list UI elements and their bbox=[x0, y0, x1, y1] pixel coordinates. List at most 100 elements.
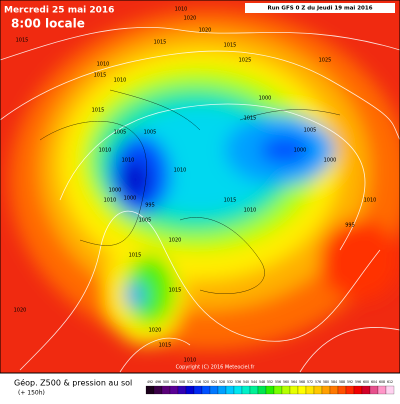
map-field bbox=[0, 0, 400, 373]
copyright: Copyright (C) 2016 Meteociel.fr bbox=[176, 365, 256, 371]
colorbar-swatch bbox=[361, 385, 371, 395]
colorbar-swatch bbox=[321, 385, 331, 395]
isobar-label: 1005 bbox=[114, 130, 127, 136]
colorbar-tick-label: 568 bbox=[299, 380, 305, 384]
isobar-label: 1005 bbox=[144, 130, 157, 136]
isobar-label: 1010 bbox=[174, 168, 187, 174]
colorbar-tick-label: 580 bbox=[323, 380, 329, 384]
run-info: Run GFS 0 Z du Jeudi 19 mai 2016 bbox=[267, 6, 372, 12]
colorbar-tick-label: 560 bbox=[283, 380, 289, 384]
isobar-label: 1015 bbox=[244, 116, 257, 122]
colorbar-swatch bbox=[265, 385, 275, 395]
colorbar-swatch bbox=[217, 385, 227, 395]
valid-time: 8:00 locale bbox=[11, 17, 85, 31]
colorbar-swatch bbox=[313, 385, 323, 395]
colorbar-swatch bbox=[233, 385, 243, 395]
isobar-label: 1015 bbox=[159, 343, 172, 349]
isobar-label: 1025 bbox=[239, 58, 252, 64]
colorbar-tick-label: 604 bbox=[371, 380, 377, 384]
colorbar-swatch bbox=[185, 385, 195, 395]
isobar-label: 1015 bbox=[92, 108, 105, 114]
colorbar-tick-label: 532 bbox=[227, 380, 233, 384]
isobar-label: 1000 bbox=[109, 188, 122, 194]
colorbar-swatch bbox=[201, 385, 211, 395]
colorbar-swatch bbox=[305, 385, 315, 395]
isobar-labels: 1010 1020 1015 1010 1015 1010 1020 1015 1015 1010… bbox=[14, 7, 377, 364]
isobar-label: 1010 bbox=[244, 208, 257, 214]
colorbar-tick-label: 548 bbox=[259, 380, 265, 384]
colorbar-tick-label: 504 bbox=[171, 380, 177, 384]
isobar-label: 1000 bbox=[294, 148, 307, 154]
colorbar-swatch bbox=[297, 385, 307, 395]
colorbar-tick-label: 528 bbox=[219, 380, 225, 384]
colorbar-swatch bbox=[177, 385, 187, 395]
colorbar-tick-label: 596 bbox=[355, 380, 361, 384]
isobar-label: 1000 bbox=[259, 96, 272, 102]
isobar-label: 1010 bbox=[175, 7, 188, 13]
colorbar-tick-label: 500 bbox=[163, 380, 169, 384]
colorbar-swatch bbox=[369, 385, 379, 395]
colorbar-tick-label: 524 bbox=[211, 380, 217, 384]
footer-title: Géop. Z500 & pression au sol bbox=[14, 378, 132, 388]
isobar-label: 1010 bbox=[122, 158, 135, 164]
colorbar-tick-label: 544 bbox=[251, 380, 257, 384]
colorbar-swatch bbox=[161, 385, 171, 395]
isobar-label: 1000 bbox=[124, 196, 137, 202]
isobar-label: 1010 bbox=[99, 148, 112, 154]
isobar-label: 1015 bbox=[94, 73, 107, 79]
colorbar-swatch bbox=[329, 385, 339, 395]
isobar-label: 1020 bbox=[169, 238, 182, 244]
colorbar-tick-label: 492 bbox=[147, 380, 153, 384]
isobar-label: 1010 bbox=[364, 198, 377, 204]
colorbar-tick-label: 512 bbox=[187, 380, 193, 384]
colorbar-tick-label: 496 bbox=[155, 380, 161, 384]
run-box bbox=[245, 3, 395, 13]
colorbar-tick-label: 600 bbox=[363, 380, 369, 384]
colorbar-swatch bbox=[249, 385, 259, 395]
colorbar-tick-label: 612 bbox=[387, 380, 393, 384]
colorbar-tick-label: 588 bbox=[339, 380, 345, 384]
colorbar-swatch bbox=[337, 385, 347, 395]
lead-time: (+ 150h) bbox=[18, 390, 45, 397]
colorbar-tick-label: 540 bbox=[243, 380, 249, 384]
colorbar-swatch bbox=[257, 385, 267, 395]
colorbar-tick-label: 572 bbox=[307, 380, 313, 384]
isobar-label: 1005 bbox=[304, 128, 317, 134]
colorbar-swatch bbox=[273, 385, 283, 395]
isobar-label: 1005 bbox=[139, 218, 152, 224]
isobar-label: 1015 bbox=[154, 40, 167, 46]
isobar-label: 1020 bbox=[14, 308, 27, 314]
colorbar-swatch bbox=[377, 385, 387, 395]
colorbar-tick-label: 516 bbox=[195, 380, 201, 384]
colorbar-swatch bbox=[353, 385, 363, 395]
colorbar-swatch bbox=[385, 385, 395, 395]
valid-date: Mercredi 25 mai 2016 bbox=[4, 6, 114, 16]
isobar-label: 1025 bbox=[319, 58, 332, 64]
colorbar-tick-label: 584 bbox=[331, 380, 337, 384]
colorbar-swatch bbox=[281, 385, 291, 395]
map-frame bbox=[0, 0, 400, 374]
isobar-label: 1010 bbox=[104, 198, 117, 204]
isobar-label: 1010 bbox=[184, 358, 197, 364]
isobar-label: 1015 bbox=[129, 253, 142, 259]
colorbar-tick-label: 536 bbox=[235, 380, 241, 384]
isobar-label: 1010 bbox=[97, 62, 110, 68]
colorbar-tick-label: 556 bbox=[275, 380, 281, 384]
colorbar-swatch bbox=[345, 385, 355, 395]
colorbar-swatch bbox=[289, 385, 299, 395]
colorbar-swatch bbox=[153, 385, 163, 395]
colorbar-swatch bbox=[209, 385, 219, 395]
colorbar-tick-label: 576 bbox=[315, 380, 321, 384]
colorbar-tick-label: 564 bbox=[291, 380, 297, 384]
colorbar-tick-label: 508 bbox=[179, 380, 185, 384]
isobar-label: 1010 bbox=[114, 78, 127, 84]
colorbar-tick-label: 520 bbox=[203, 380, 209, 384]
colorbar-swatch bbox=[193, 385, 203, 395]
colorbar-tick-label: 592 bbox=[347, 380, 353, 384]
colorbar-swatch bbox=[145, 385, 155, 395]
isobar-label: 1020 bbox=[184, 16, 197, 22]
isobar-label: 995 bbox=[345, 223, 355, 229]
isobar-label: 1020 bbox=[199, 28, 212, 34]
isobar-label: 1015 bbox=[224, 43, 237, 49]
